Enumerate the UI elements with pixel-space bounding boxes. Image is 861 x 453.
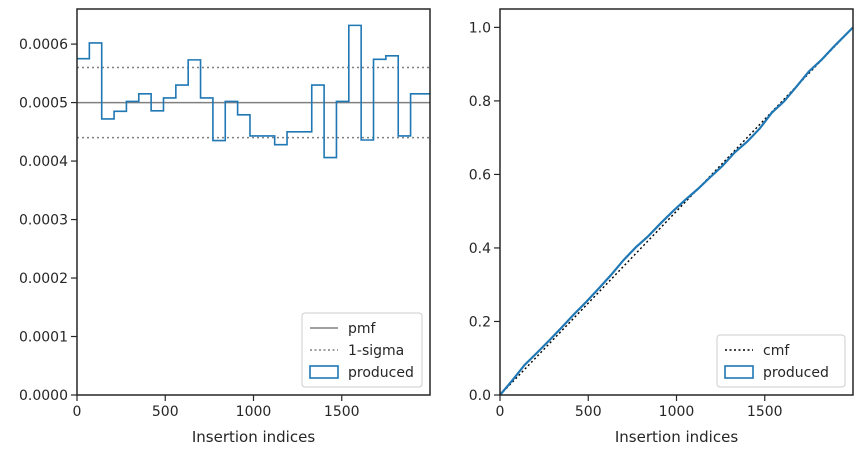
y-tick-label: 0.4 (469, 241, 491, 257)
x-tick-label: 1000 (236, 404, 272, 420)
x-tick-label: 500 (575, 404, 602, 420)
x-axis-label: Insertion indices (192, 428, 315, 446)
y-tick-label: 0.0002 (19, 271, 68, 287)
legend-swatch (309, 365, 339, 379)
produced-cmf-line (499, 26, 854, 396)
plot-frame (499, 8, 854, 396)
y-tick-label: 0.0001 (19, 330, 68, 346)
legend-label: produced (348, 365, 414, 381)
y-tick-label: 0.2 (469, 314, 491, 330)
x-tick-label: 1000 (659, 404, 695, 420)
y-tick-label: 0.0006 (19, 37, 68, 53)
y-tick-label: 0.0 (469, 388, 491, 404)
pmf-histogram-panel: 0 500 1000 1500 0.0000 0.0001 0.0002 0.0003 0.00… (19, 8, 431, 446)
produced-step-series (77, 24, 430, 159)
cmf-panel: 0 500 1000 1500 0.0 0.2 0.4 0.6 0.8 1.0 Insertion … (469, 8, 854, 446)
y-tick-label: 0.0003 (19, 213, 68, 229)
legend-label: cmf (763, 343, 790, 359)
x-axis-label: Insertion indices (615, 428, 738, 446)
y-tick-label: 0.0005 (19, 96, 68, 112)
y-tick-label: 1.0 (469, 20, 491, 36)
plot-frame (76, 8, 431, 396)
x-tick-label: 0 (496, 404, 505, 420)
legend-label: pmf (348, 321, 377, 337)
x-tick-label: 1500 (747, 404, 783, 420)
y-tick-label: 0.6 (469, 167, 491, 183)
y-tick-label: 0.0004 (19, 154, 68, 170)
legend-swatch (724, 365, 754, 379)
y-tick-label: 0.0000 (19, 388, 68, 404)
x-tick-label: 0 (73, 404, 82, 420)
x-tick-label: 1500 (324, 404, 360, 420)
legend-box (301, 312, 423, 388)
legend-label: produced (763, 365, 829, 381)
legend-box (716, 334, 846, 388)
legend-label: 1-sigma (348, 343, 404, 359)
x-tick-label: 500 (152, 404, 179, 420)
y-tick-label: 0.8 (469, 94, 491, 110)
